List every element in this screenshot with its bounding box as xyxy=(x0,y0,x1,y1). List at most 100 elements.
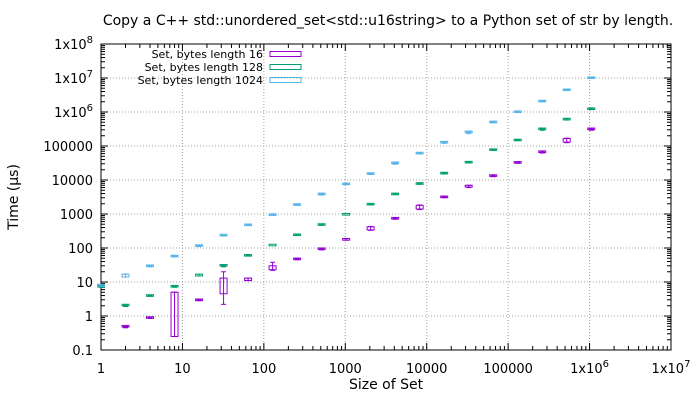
candlestick-mark xyxy=(244,223,253,227)
candlestick-box xyxy=(293,203,302,206)
candlestick-mark xyxy=(342,238,351,241)
chart-title: Copy a C++ std::unordered_set<std::u16st… xyxy=(103,13,673,29)
x-tick-label: 100 xyxy=(251,362,276,377)
candlestick-mark xyxy=(293,257,302,261)
candlestick-box xyxy=(391,161,400,165)
legend-swatch xyxy=(269,64,302,70)
candlestick-box xyxy=(587,76,596,80)
candlestick-mark xyxy=(489,174,498,178)
candlestick-mark xyxy=(513,110,522,114)
candlestick-mark xyxy=(538,127,547,131)
candlestick-box xyxy=(342,212,351,216)
candlestick-box xyxy=(121,324,130,328)
y-axis-ticks: 0.1 1 10 100 1000 10000 100000 1x106 1x107 1x108 xyxy=(43,35,671,359)
y-tick-label: 1x107 xyxy=(54,69,93,87)
candlestick-box xyxy=(244,223,253,227)
candlestick-mark xyxy=(121,303,130,308)
candlestick-box xyxy=(464,130,473,134)
x-tick-label: 100000 xyxy=(483,362,533,377)
candlestick-box xyxy=(146,264,155,268)
legend-label: Set, bytes length 1024 xyxy=(138,74,263,87)
candlestick-mark xyxy=(587,107,596,111)
candlestick-mark xyxy=(342,182,351,186)
legend-label: Set, bytes length 128 xyxy=(145,61,263,74)
candlestick-box xyxy=(293,257,302,261)
candlestick-mark xyxy=(440,171,449,175)
plot-area-frame xyxy=(100,43,672,351)
candlestick-mark xyxy=(170,284,179,288)
candlestick-box xyxy=(342,238,351,241)
candlestick-box xyxy=(170,284,179,288)
candlestick-box xyxy=(513,110,522,114)
candlestick-mark xyxy=(538,99,547,103)
candlestick-box xyxy=(415,182,424,185)
candlestick-box xyxy=(464,184,473,188)
candlestick-box xyxy=(219,233,228,237)
candlestick-box xyxy=(391,216,400,220)
grid-lines xyxy=(101,44,671,350)
candlestick-mark xyxy=(489,148,498,151)
candlestick-mark xyxy=(97,283,105,287)
candlestick-mark xyxy=(489,120,498,124)
candlestick-box xyxy=(489,174,498,177)
candlestick-box xyxy=(97,283,105,287)
candlestick-box xyxy=(538,150,547,153)
candlestick-mark xyxy=(415,151,424,155)
candlestick-mark xyxy=(195,244,204,248)
series-group xyxy=(97,107,596,308)
candlestick-mark xyxy=(317,247,326,251)
candlestick-box xyxy=(293,233,302,237)
candlestick-box xyxy=(440,195,449,199)
x-tick-label: 10000 xyxy=(406,362,447,377)
candlestick-box xyxy=(415,204,424,210)
candlestick-box xyxy=(366,226,375,231)
candlestick-box xyxy=(146,294,155,297)
candlestick-mark xyxy=(538,150,547,154)
candlestick-box xyxy=(219,263,228,267)
candlestick-mark xyxy=(317,223,326,226)
candlestick-mark xyxy=(195,273,204,277)
y-tick-label: 100 xyxy=(68,242,93,257)
candlestick-box xyxy=(146,316,155,319)
candlestick-mark xyxy=(146,294,155,297)
candlestick-box xyxy=(538,127,547,131)
candlestick-mark xyxy=(170,291,179,337)
candlestick-box xyxy=(391,192,400,196)
y-tick-label: 1 xyxy=(85,310,93,325)
candlestick-box xyxy=(121,303,130,307)
candlestick-mark xyxy=(146,264,155,268)
candlestick-mark xyxy=(513,138,522,142)
candlestick-box xyxy=(317,192,326,196)
y-tick-label: 0.1 xyxy=(72,344,93,359)
candlestick-box xyxy=(415,151,424,155)
candlestick-mark xyxy=(391,216,400,220)
candlestick-mark xyxy=(121,324,130,329)
candlestick-mark xyxy=(195,298,204,302)
candlestick-mark xyxy=(342,212,351,216)
candlestick-mark xyxy=(513,161,522,164)
candlestick-mark xyxy=(268,261,277,271)
candlestick-mark xyxy=(464,184,473,189)
candlestick-mark xyxy=(391,192,400,196)
candlestick-box xyxy=(268,265,277,271)
candlestick-box xyxy=(121,273,130,278)
candlestick-mark xyxy=(244,253,253,257)
y-tick-label: 1x106 xyxy=(54,103,93,121)
candlestick-mark xyxy=(268,243,277,247)
candlestick-mark xyxy=(219,271,228,305)
y-tick-label: 100000 xyxy=(43,140,93,155)
candlestick-mark xyxy=(121,273,130,278)
candlestick-mark xyxy=(440,140,449,144)
x-axis-ticks: 1 10 100 1000 10000 100000 1x106 1x107 xyxy=(97,44,690,377)
candlestick-mark xyxy=(562,88,571,92)
candlestick-box xyxy=(219,277,228,295)
x-tick-label: 1 xyxy=(97,362,105,377)
candlestick-mark xyxy=(219,233,228,237)
candlestick-mark xyxy=(366,172,375,176)
candlestick-mark xyxy=(440,195,449,199)
candlestick-box xyxy=(195,244,204,247)
candlestick-mark xyxy=(170,254,179,258)
candlestick-box xyxy=(562,117,571,121)
candlestick-box xyxy=(464,160,473,164)
